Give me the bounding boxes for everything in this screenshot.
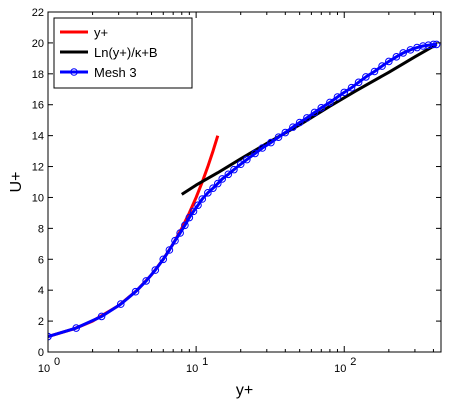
series-2	[48, 40, 441, 341]
data-point	[432, 40, 441, 49]
x-axis-label: y+	[236, 382, 253, 399]
data-point	[340, 88, 349, 97]
data-point	[347, 83, 356, 92]
data-point	[198, 195, 207, 203]
data-point	[251, 149, 259, 158]
data-point	[185, 213, 194, 222]
y-tick-label: 0	[38, 347, 44, 359]
series-layer	[48, 40, 441, 341]
data-point	[429, 40, 438, 49]
data-point	[151, 266, 160, 274]
legend-marker	[70, 68, 78, 76]
legend-entry: y+	[60, 25, 108, 40]
axes-box	[47, 11, 442, 353]
data-point	[333, 93, 342, 101]
data-point	[399, 49, 407, 57]
data-point	[176, 229, 184, 237]
data-point	[189, 207, 198, 216]
data-point	[317, 104, 326, 112]
data-point	[209, 184, 217, 192]
y-tick-label: 8	[38, 223, 44, 235]
data-point	[165, 246, 174, 254]
data-point	[378, 62, 386, 70]
x-tick-exponent: 1	[202, 356, 208, 368]
series-line-1	[180, 43, 438, 196]
data-point	[289, 123, 297, 131]
data-point	[274, 133, 283, 141]
data-point	[362, 73, 370, 81]
x-tick-label: 10	[38, 363, 50, 375]
data-point	[236, 160, 245, 169]
data-point	[326, 98, 334, 107]
data-point	[406, 46, 415, 54]
data-point	[424, 41, 433, 50]
y-tick-label: 22	[32, 7, 44, 19]
y-tick-label: 4	[38, 285, 44, 297]
y-tick-label: 6	[38, 254, 44, 266]
data-point	[354, 78, 363, 87]
data-point	[385, 57, 393, 66]
y-tick-label: 10	[32, 192, 44, 204]
data-point	[204, 189, 212, 197]
data-point	[213, 179, 222, 188]
data-point	[116, 300, 125, 308]
data-point	[303, 114, 311, 122]
y-tick-label: 12	[32, 162, 44, 174]
y-tick-label: 16	[32, 100, 44, 112]
data-point	[218, 175, 227, 183]
y-tick-label: 2	[38, 316, 44, 328]
data-point	[72, 324, 80, 332]
y-axis-label: U+	[8, 172, 25, 193]
x-tick-label: 10	[334, 363, 346, 375]
legend-label: y+	[94, 25, 108, 40]
data-point	[295, 118, 304, 127]
data-point	[267, 138, 275, 147]
data-point	[230, 165, 238, 174]
data-point	[224, 170, 233, 179]
legend-entry: Ln(y+)/κ+B	[60, 45, 158, 60]
data-point	[370, 67, 379, 76]
data-point	[181, 221, 189, 230]
legend: y+ Ln(y+)/κ+B Mesh 3	[53, 17, 193, 89]
data-point	[194, 201, 202, 209]
data-point	[159, 255, 168, 264]
y-tick-label: 18	[32, 69, 44, 81]
data-point	[243, 155, 251, 164]
y-tick-label: 14	[32, 131, 44, 143]
data-point	[171, 236, 179, 245]
data-point	[131, 287, 140, 296]
data-point	[258, 144, 267, 152]
data-point	[310, 108, 319, 117]
data-point	[419, 42, 427, 50]
data-point	[97, 312, 106, 321]
axes-layer: 0 2 4 6 8 10 12 14 16 18 20 22 10 0 10 1 10 2	[32, 7, 442, 375]
legend-label: Mesh 3	[94, 65, 137, 80]
y-tick-label: 20	[32, 38, 44, 50]
x-tick-exponent: 0	[54, 356, 60, 368]
series-1	[180, 43, 438, 196]
legend-label: Ln(y+)/κ+B	[94, 45, 158, 60]
data-point	[142, 277, 150, 285]
data-point	[392, 53, 401, 61]
x-tick-label: 10	[186, 363, 198, 375]
x-tick-exponent: 2	[350, 356, 356, 368]
data-point	[281, 128, 290, 137]
legend-entry: Mesh 3	[60, 65, 137, 80]
